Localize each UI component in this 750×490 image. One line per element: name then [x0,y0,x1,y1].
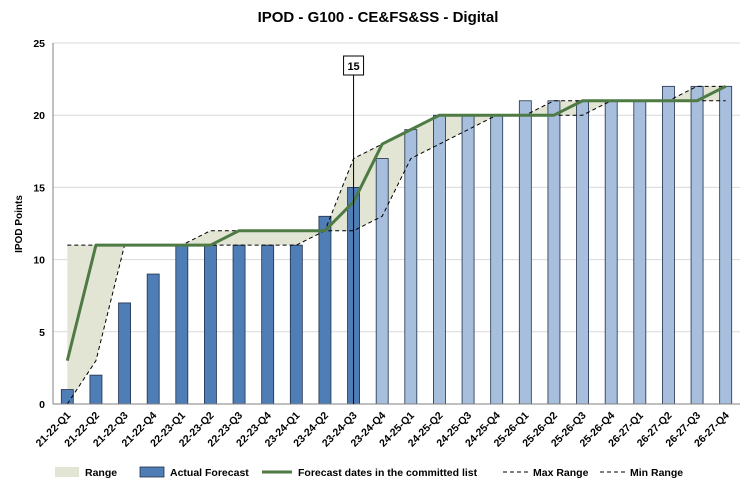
legend-swatch-bar [139,466,165,478]
legend-item: Min Range [600,467,683,479]
y-axis-label: IPOD Points [14,195,25,253]
legend-label: Min Range [630,467,683,479]
bar [633,100,647,405]
bar [604,100,618,405]
chart-title: IPOD - G100 - CE&FS&SS - Digital [258,9,499,26]
callout-label: 15 [347,61,359,73]
y-tick-label: 10 [33,255,45,267]
bar [118,302,131,405]
bar [146,273,160,405]
bar [289,244,303,405]
legend-label: Range [85,467,117,479]
callout-box [343,55,365,76]
bar [518,100,532,405]
bar [461,114,475,405]
legend-item: Max Range [503,467,589,479]
bar [375,158,389,405]
bar [690,85,704,405]
bar [261,244,275,405]
legend-label: Actual Forecast [170,467,249,479]
legend-item: Range [55,467,117,479]
y-tick-label: 25 [33,38,45,50]
bar [719,85,733,405]
committed-forecast-line [65,84,727,362]
legend-label: Forecast dates in the committed list [298,467,478,479]
bar [576,100,589,405]
y-tick-label: 20 [33,110,45,122]
legend-label: Max Range [533,467,589,479]
y-tick-label: 15 [33,182,45,194]
bar [547,100,561,405]
y-tick-label: 5 [39,327,45,339]
bar [204,244,217,405]
legend-item: Forecast dates in the committed list [262,467,478,479]
bar [89,374,103,405]
y-tick-label: 0 [39,399,45,411]
bar [318,215,332,405]
bar [232,244,246,405]
legend-item: Actual Forecast [139,466,249,479]
bar [490,114,504,405]
bar [404,129,418,405]
bar [662,85,675,405]
legend-swatch-range [55,467,79,477]
bar [433,114,446,405]
bar [175,244,189,405]
